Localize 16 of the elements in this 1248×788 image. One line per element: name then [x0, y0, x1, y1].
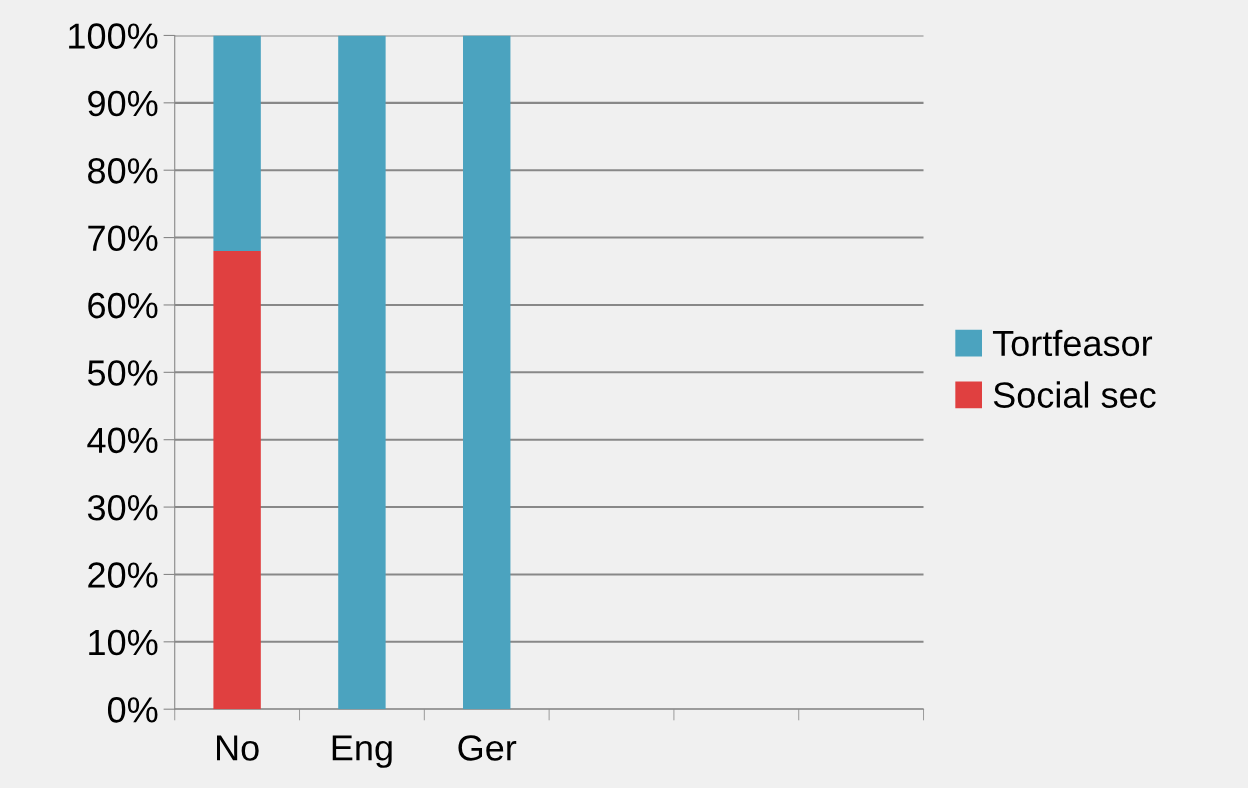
x-tick-label: Eng	[332, 735, 392, 768]
x-tick-label: Ger	[458, 735, 517, 761]
legend-label: Tortfeasor	[992, 329, 1153, 357]
y-tick-label: 30%	[87, 494, 158, 521]
legend-label: Social sec	[993, 381, 1156, 408]
y-tick-label: 70%	[88, 225, 158, 252]
y-tick-label: 0%	[107, 697, 158, 723]
y-tick-label: 40%	[87, 427, 158, 454]
x-tick-label: No	[217, 735, 259, 761]
y-tick-label: 90%	[88, 90, 158, 117]
y-tick-label: 60%	[88, 292, 158, 319]
y-tick-label: 50%	[87, 360, 158, 386]
y-tick-label: 100%	[69, 23, 158, 49]
y-tick-label: 80%	[88, 158, 158, 184]
y-tick-label: 20%	[88, 562, 158, 588]
y-tick-label: 10%	[89, 629, 158, 656]
